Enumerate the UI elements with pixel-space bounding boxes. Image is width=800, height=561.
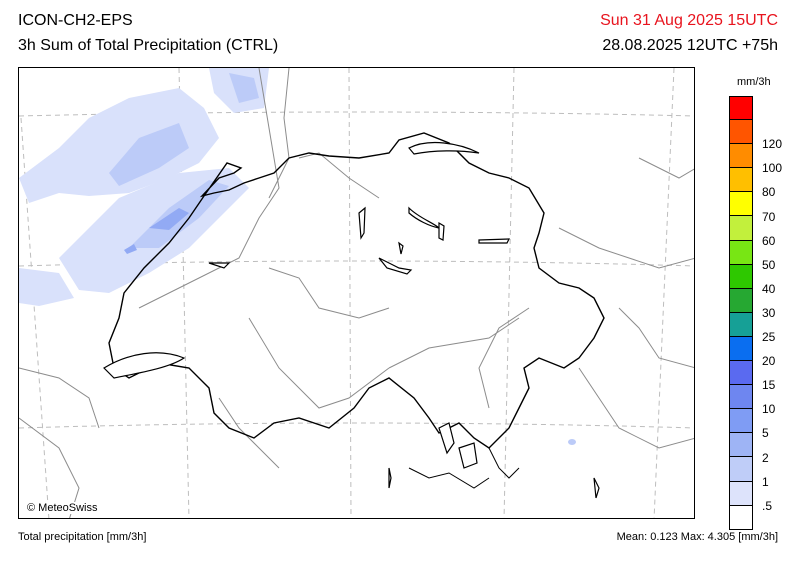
legend-label: .5 [762,498,773,513]
legend-swatch [729,385,753,410]
valid-time: Sun 31 Aug 2025 15UTC [600,12,778,29]
legend-label: 1 [762,474,769,489]
legend-swatch [729,457,753,482]
legend-label: 40 [762,281,776,296]
country-border [108,132,605,449]
statistics-label: Mean: 0.123 Max: 4.305 [mm/3h] [616,531,778,543]
southern-borders [408,447,520,489]
legend-swatch [729,312,753,337]
legend-swatch [729,409,753,434]
variable-label: Total precipitation [mm/3h] [18,531,147,543]
legend-swatch [729,288,753,313]
legend-swatch [729,505,753,530]
legend-swatch [729,336,753,362]
legend-unit: mm/3h [737,76,771,88]
legend-swatch [729,240,753,265]
map-canvas [19,68,694,518]
legend-label: 15 [762,378,776,393]
legend-label: 60 [762,233,776,248]
legend-swatch [729,144,753,169]
legend-swatch [729,264,753,289]
legend-label: 10 [762,402,776,417]
precipitation-map: © MeteoSwiss [18,67,695,519]
run-info: 28.08.2025 12UTC +75h [602,37,778,54]
legend-label: 70 [762,209,776,224]
legend-swatch [729,216,753,241]
legend-label: 120 [762,137,783,152]
legend-label: 100 [762,161,783,176]
legend-swatch [729,96,753,121]
legend-swatch [729,192,753,217]
lakes [103,142,600,499]
legend-label: 5 [762,426,769,441]
legend-label: 20 [762,354,776,369]
legend-label: 30 [762,305,776,320]
legend-label: 80 [762,185,776,200]
legend-label: 50 [762,257,776,272]
legend-swatch [729,481,753,506]
legend-swatch [729,433,753,458]
legend-swatch [729,120,753,145]
legend-label: 25 [762,330,776,344]
legend-swatch [729,361,753,386]
product-title: 3h Sum of Total Precipitation (CTRL) [18,37,279,54]
precipitation-field [19,68,576,445]
legend-label: 2 [762,450,769,465]
model-name: ICON-CH2-EPS [18,12,133,29]
color-legend [729,96,753,530]
legend-swatch [729,168,753,193]
copyright-notice: © MeteoSwiss [25,502,100,514]
